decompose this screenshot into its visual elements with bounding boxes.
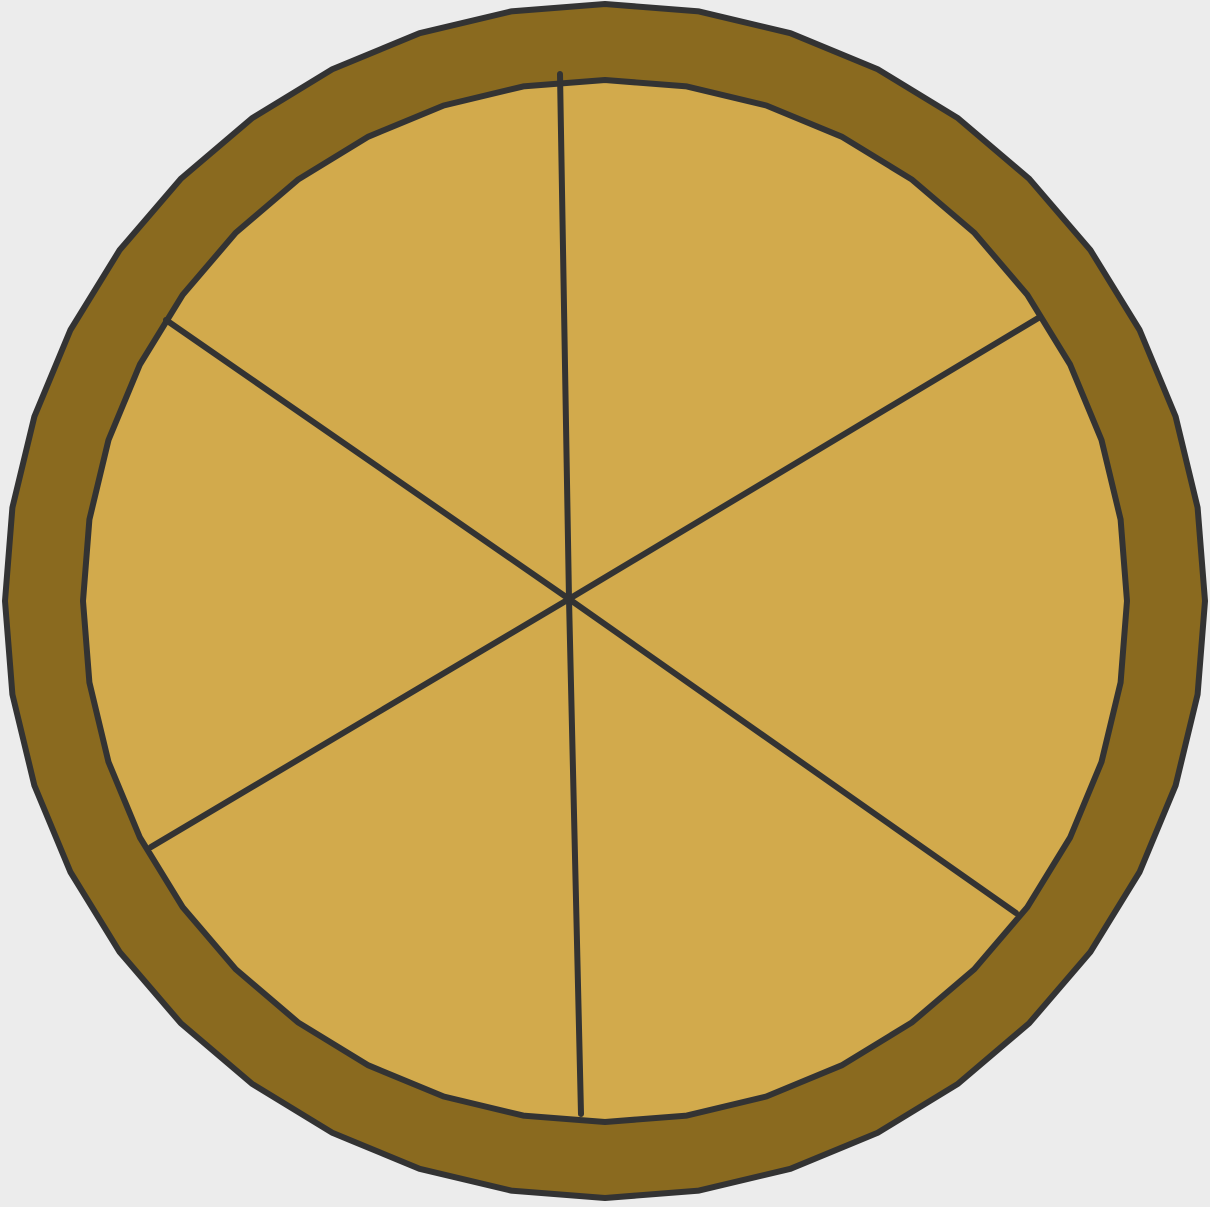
- slice-cuts: [148, 71, 1043, 1117]
- slice-cut-1: [557, 71, 572, 602]
- slice-cut-3: [566, 596, 1019, 916]
- slice-cut-2: [566, 314, 1043, 602]
- slice-cut-6: [163, 317, 572, 602]
- slice-cut-4: [566, 596, 584, 1117]
- pizza-cheese: [80, 77, 1130, 1125]
- slice-cut-5: [148, 596, 572, 850]
